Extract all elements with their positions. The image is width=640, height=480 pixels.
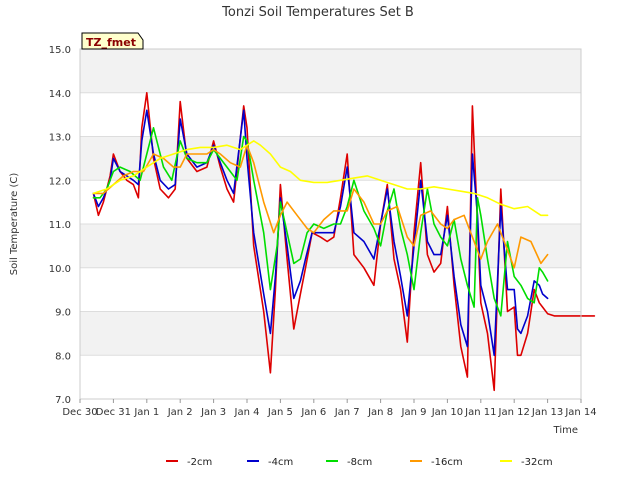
plot-band xyxy=(80,311,581,356)
plot-frame xyxy=(79,48,582,400)
legend-label: -16cm xyxy=(431,457,463,468)
x-tick-label: Jan 9 xyxy=(401,407,427,418)
x-tick-label: Jan 8 xyxy=(367,407,393,418)
plot-band xyxy=(80,355,581,399)
plot-band xyxy=(80,180,581,224)
y-tick-label: 14.0 xyxy=(49,89,71,100)
legend-label: -32cm xyxy=(521,457,553,468)
x-tick-label: Jan 3 xyxy=(200,407,226,418)
series-line-32cmcm-depth xyxy=(92,140,549,217)
y-tick-label: 13.0 xyxy=(49,133,71,144)
x-tick-label: Jan 4 xyxy=(234,407,260,418)
y-tick-label: 7.0 xyxy=(55,395,71,406)
x-tick-label: Jan 1 xyxy=(133,407,159,418)
series-lines xyxy=(92,92,596,392)
y-tick-label: 10.0 xyxy=(49,264,71,275)
plot-band xyxy=(80,49,581,93)
y-tick-label: 15.0 xyxy=(49,45,71,56)
x-tick-label: Dec 30 xyxy=(62,407,97,418)
y-tick-label: 9.0 xyxy=(55,308,71,319)
series-line-4cmcm-depth xyxy=(92,109,549,357)
site-tag-box xyxy=(81,32,144,50)
legend-label: -4cm xyxy=(268,457,293,468)
x-tick-label: Jan 13 xyxy=(531,407,563,418)
series-line-2cmcm-depth xyxy=(92,92,596,392)
plot-band xyxy=(80,224,581,268)
y-tick-label: 11.0 xyxy=(49,220,71,231)
x-tick-label: Jan 7 xyxy=(334,407,360,418)
y-axis-label: Soil Temperature (C) xyxy=(9,173,20,276)
chart-title: Tonzi Soil Temperatures Set B xyxy=(221,5,414,20)
x-tick-label: Dec 31 xyxy=(96,407,131,418)
y-tick-label: 12.0 xyxy=(49,176,71,187)
legend-label: -8cm xyxy=(347,457,372,468)
x-tick-label: Jan 11 xyxy=(464,407,496,418)
site-tag-label: TZ_fmet xyxy=(86,36,136,49)
y-tick-label: 8.0 xyxy=(55,351,71,362)
y-axis-ticks: 7.0 8.0 9.0 10.0 11.0 12.0 13.0 14.0 15.0 xyxy=(49,45,71,406)
x-axis-label: Time xyxy=(553,425,578,436)
legend: -2cm -4cm -8cm -16cm -32cm xyxy=(166,457,553,468)
plot-band xyxy=(80,92,581,137)
x-tick-label: Jan 10 xyxy=(431,407,463,418)
x-tick-label: Jan 6 xyxy=(300,407,326,418)
series-line-16cmcm-depth xyxy=(92,144,549,269)
x-tick-label: Jan 2 xyxy=(167,407,193,418)
x-tick-label: Jan 5 xyxy=(267,407,293,418)
x-tick-label: Jan 12 xyxy=(498,407,530,418)
site-tag: TZ_fmet xyxy=(81,32,144,50)
legend-label: -2cm xyxy=(187,457,212,468)
series-line-8cmcm-depth xyxy=(92,127,549,317)
x-tick-label: Jan 14 xyxy=(564,407,596,418)
